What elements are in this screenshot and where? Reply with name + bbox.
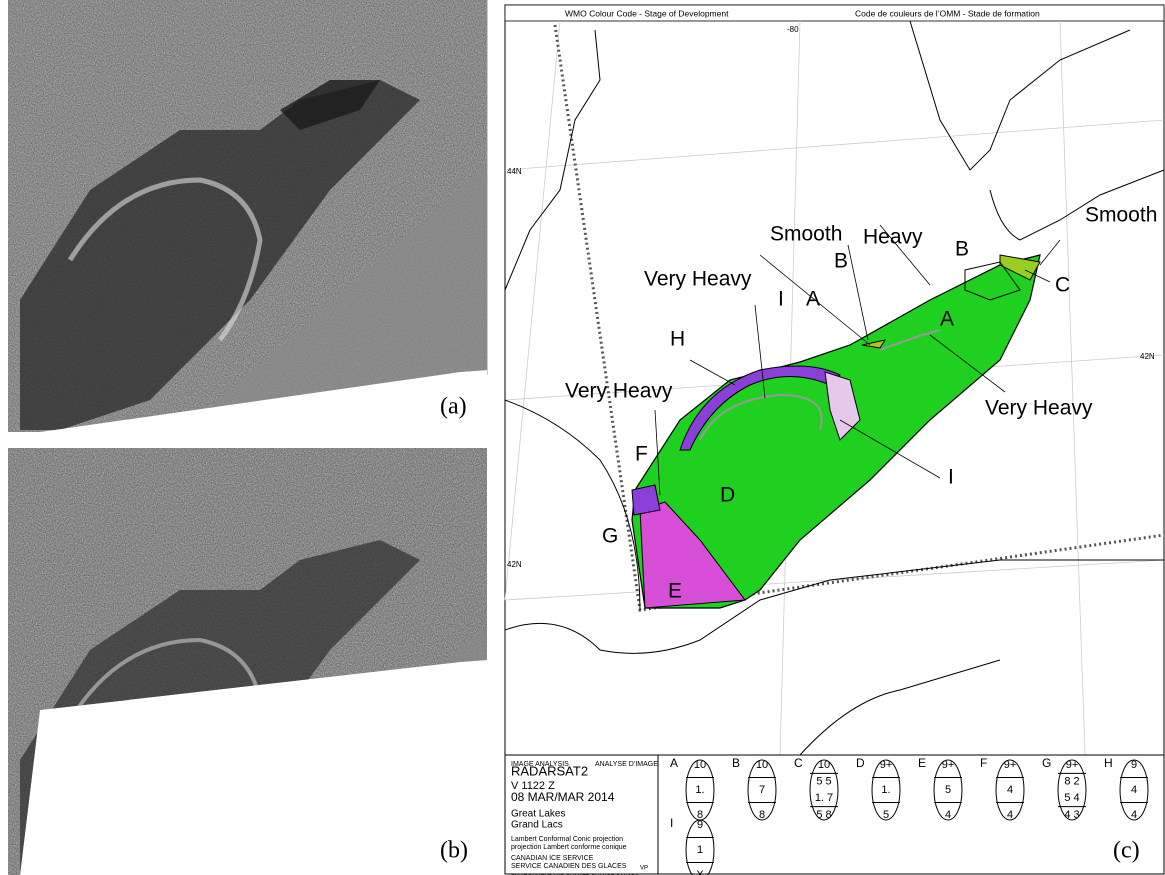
egg-code: 10 xyxy=(818,759,830,771)
graticule-label: 42N xyxy=(507,560,522,569)
egg-code: 9+ xyxy=(1004,759,1017,771)
region-label: A xyxy=(806,288,820,311)
egg-code: 1. 7 xyxy=(815,792,833,804)
egg-code: 1 xyxy=(697,844,703,856)
region-label: A xyxy=(940,308,954,331)
figure-svg: (a) (b) xyxy=(0,0,1165,875)
region-label: B xyxy=(834,250,848,273)
egg-code: 8 2 xyxy=(1064,776,1079,788)
region-label: B xyxy=(955,238,969,261)
egg-code: 4 xyxy=(1131,784,1137,796)
egg-code: 9 xyxy=(1131,759,1137,771)
egg-code: 9+ xyxy=(1066,759,1079,771)
egg-code: 9+ xyxy=(942,759,955,771)
legend-text: ANALYSE D’IMAGE xyxy=(595,761,658,768)
legend-text: Grand Lacs xyxy=(511,820,563,831)
legend-text: SERVICE CANADIEN DES GLACES xyxy=(511,863,627,870)
graticule-label: -80 xyxy=(787,25,799,34)
egg-code: 4 xyxy=(1007,784,1013,796)
egg-label: D xyxy=(856,756,865,770)
legend-text: CANADIAN ICE SERVICE xyxy=(511,855,594,862)
legend-text: VP xyxy=(640,866,648,872)
egg-code: 4 xyxy=(945,809,951,821)
region-label: I xyxy=(948,466,954,489)
egg-code: 4 3 xyxy=(1064,809,1079,821)
region-label: G xyxy=(602,525,618,548)
figure: (a) (b) xyxy=(0,0,1165,875)
legend-text: Great Lakes xyxy=(511,809,565,820)
egg-code: 8 xyxy=(759,809,765,821)
panel-label: (b) xyxy=(440,838,468,864)
legend-text: RADARSAT2 xyxy=(511,763,588,778)
panel-label: (c) xyxy=(1113,838,1140,864)
egg-label: B xyxy=(732,756,740,770)
legend-text: projection Lambert conforme conique xyxy=(511,844,627,851)
region-label: C xyxy=(1055,274,1070,297)
egg-label: G xyxy=(1042,756,1051,770)
region-label: H xyxy=(670,328,685,351)
region-label: Heavy xyxy=(863,226,923,249)
egg-code: 5 5 xyxy=(816,776,831,788)
region-label: Very Heavy xyxy=(644,268,752,291)
egg-label: C xyxy=(794,756,803,770)
graticule-label: 42N xyxy=(1140,352,1155,361)
sar-image-a xyxy=(0,0,490,435)
region-label: I xyxy=(778,288,784,311)
egg-code: 5 xyxy=(883,809,889,821)
legend-text: 08 MAR/MAR 2014 xyxy=(511,790,615,804)
graticule-label: 44N xyxy=(507,167,522,176)
egg-code: 5 4 xyxy=(1064,792,1079,804)
region-label: Very Heavy xyxy=(565,380,673,403)
egg-label: I xyxy=(670,816,673,830)
region-label: Smooth xyxy=(1085,204,1157,227)
egg-code: 5 8 xyxy=(816,809,831,821)
egg-code: 1. xyxy=(881,784,890,796)
egg-code: 10 xyxy=(756,759,768,771)
region-label: D xyxy=(720,484,735,507)
egg-code: 5 xyxy=(945,784,951,796)
egg-code: 7 xyxy=(759,784,765,796)
egg-label: A xyxy=(670,756,678,770)
region-label: F xyxy=(635,443,648,466)
egg-label: H xyxy=(1104,756,1113,770)
region-label: Very Heavy xyxy=(985,397,1093,420)
egg-code: 10 xyxy=(694,759,706,771)
panel-label: (a) xyxy=(440,394,467,420)
header-text: Code de couleurs de l’OMM - Stade de for… xyxy=(855,8,1040,18)
egg-code: 1. xyxy=(695,784,704,796)
region-label: E xyxy=(668,580,682,603)
egg-label: F xyxy=(980,756,987,770)
egg-code: 4 xyxy=(1131,809,1137,821)
egg-code: X xyxy=(696,869,704,875)
header-text: WMO Colour Code - Stage of Development xyxy=(565,8,729,18)
region-label: Smooth xyxy=(770,223,842,246)
egg-code: 4 xyxy=(1007,809,1013,821)
egg-label: E xyxy=(918,756,926,770)
egg-code: 9+ xyxy=(880,759,893,771)
egg-code: 9 xyxy=(697,819,703,831)
sar-image-b xyxy=(0,445,490,875)
ice-chart xyxy=(505,5,1164,874)
legend-text: Lambert Conformal Conic projection xyxy=(511,836,623,843)
